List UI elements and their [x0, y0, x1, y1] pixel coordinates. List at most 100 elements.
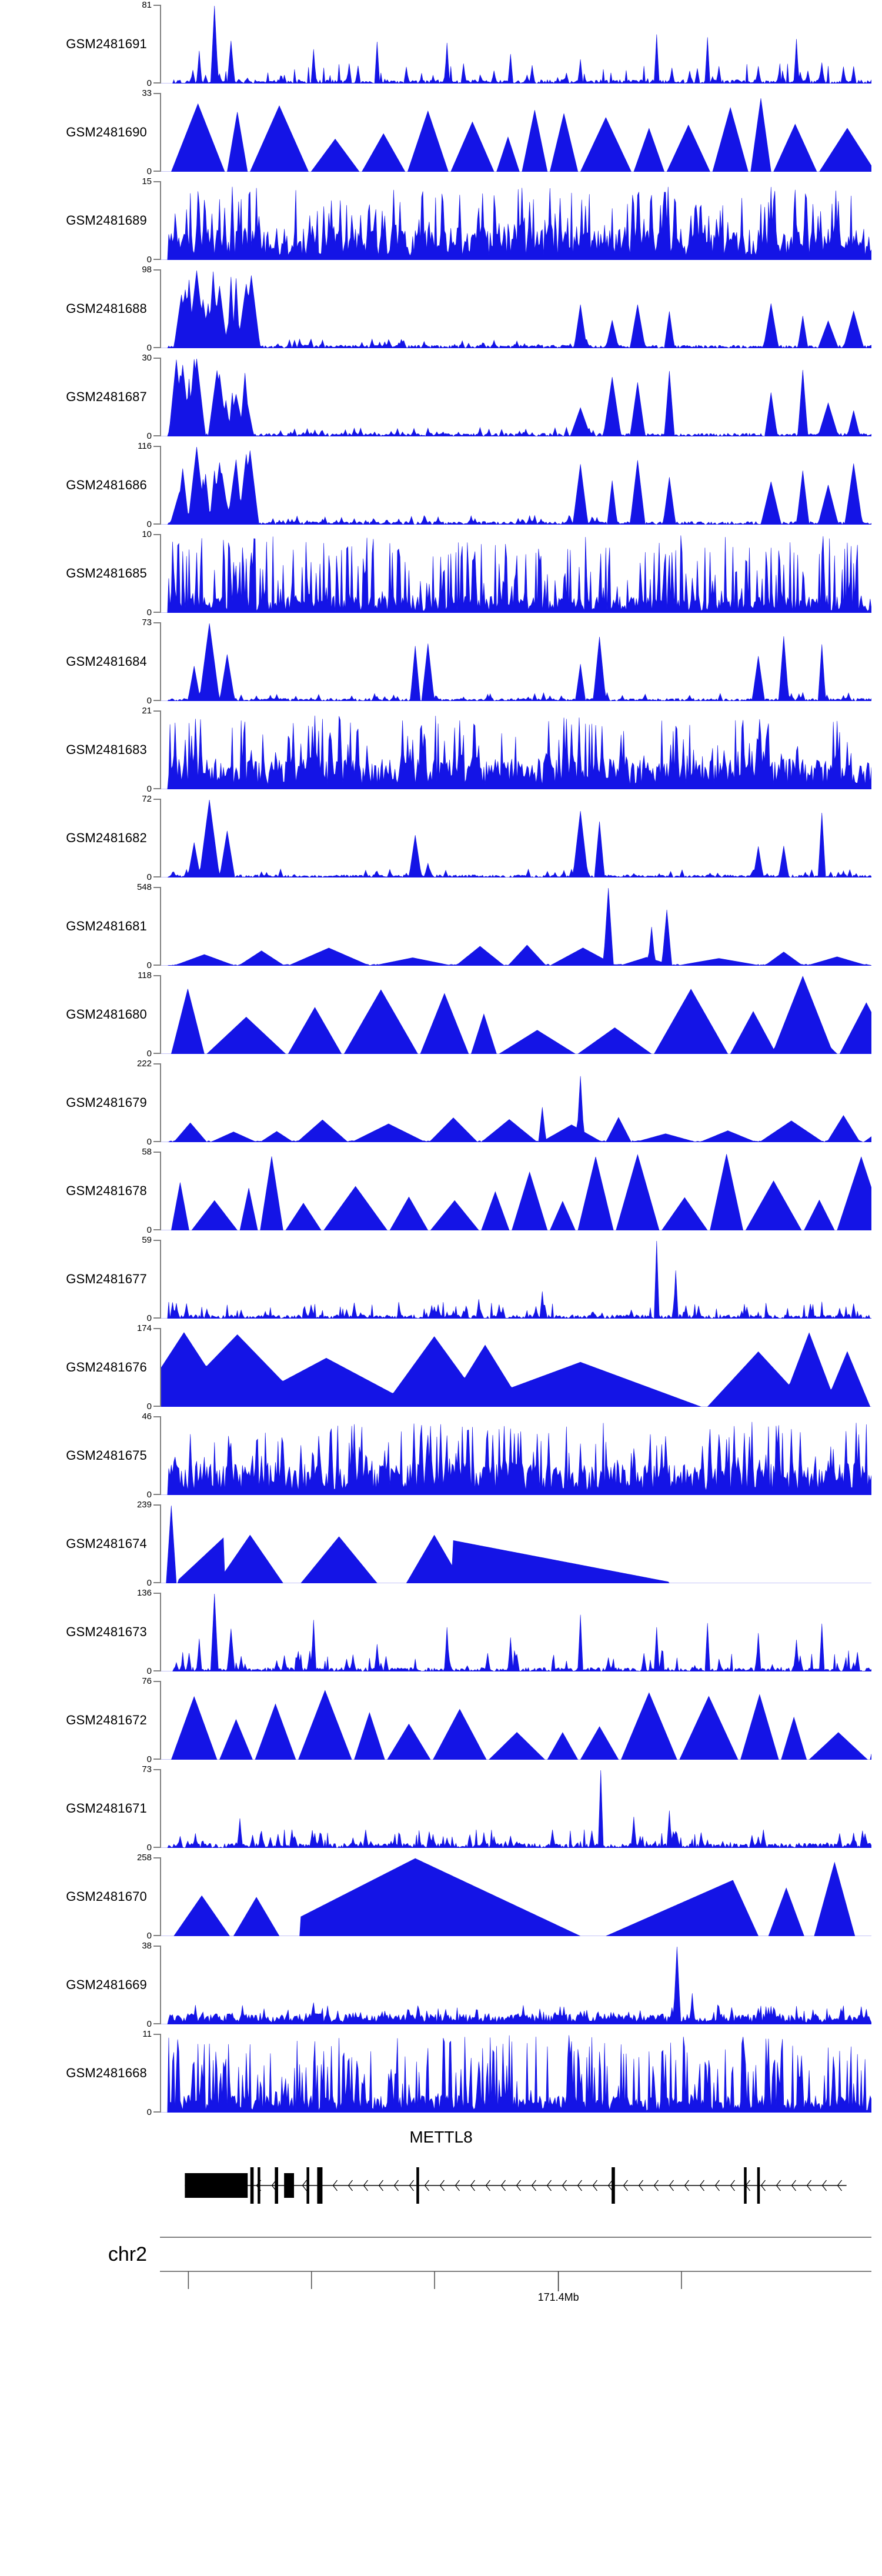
coverage-track[interactable]: GSM2481683 21 0: [0, 706, 882, 794]
coverage-track[interactable]: GSM2481677 59 0: [0, 1235, 882, 1323]
track-plot-area[interactable]: 15 0: [142, 177, 871, 264]
strand-arrow-icon: [577, 2180, 582, 2191]
coverage-area-chart: [161, 1593, 871, 1671]
track-plot-area[interactable]: 58 0: [142, 1147, 871, 1234]
y-axis-max-label: 11: [142, 2029, 152, 2039]
coverage-track[interactable]: GSM2481686 116 0: [0, 441, 882, 529]
track-plot-area[interactable]: 73 0: [142, 1765, 871, 1852]
coverage-area-chart: [161, 2035, 871, 2113]
track-plot-area[interactable]: 59 0: [142, 1236, 871, 1323]
y-axis-min-label: 0: [146, 166, 152, 176]
coverage-track[interactable]: GSM2481678 58 0: [0, 1147, 882, 1235]
gene-exon-box: [250, 2167, 254, 2204]
coverage-area-chart: [161, 799, 871, 877]
track-plot-area[interactable]: 30 0: [142, 353, 871, 441]
coverage-area-chart: [161, 98, 871, 172]
y-axis-line: [160, 1240, 161, 1319]
track-plot-area[interactable]: 81 0: [142, 1, 871, 88]
track-plot-area[interactable]: 222 0: [137, 1059, 871, 1146]
track-plot-area[interactable]: 136 0: [137, 1589, 871, 1676]
coverage-track[interactable]: GSM2481670 258 0: [0, 1853, 882, 1941]
y-axis-line: [160, 269, 161, 348]
coverage-track[interactable]: GSM2481669 38 0: [0, 1941, 882, 2029]
strand-arrow-icon: [821, 2180, 827, 2191]
y-axis-tick-max: [153, 181, 160, 182]
y-axis-min-label: 0: [146, 1313, 152, 1323]
track-plot-area[interactable]: 174 0: [137, 1324, 871, 1411]
coverage-track[interactable]: GSM2481676 174 0: [0, 1323, 882, 1412]
y-axis-line: [160, 1328, 161, 1407]
y-axis-min-label: 0: [146, 784, 152, 794]
track-plot-area[interactable]: 116 0: [138, 442, 871, 529]
coverage-track[interactable]: GSM2481682 72 0: [0, 794, 882, 882]
y-axis-max-label: 136: [136, 1588, 152, 1598]
track-plot-area[interactable]: 33 0: [142, 89, 871, 176]
track-plot-area[interactable]: 98 0: [142, 265, 871, 352]
gene-exon-box: [284, 2173, 295, 2198]
track-plot-area[interactable]: 118 0: [138, 971, 871, 1058]
strand-arrow-icon: [669, 2180, 674, 2191]
coverage-track[interactable]: GSM2481675 46 0: [0, 1412, 882, 1500]
y-axis-tick-max: [153, 1769, 160, 1770]
gene-name-label: METTL8: [409, 2128, 473, 2146]
coverage-track[interactable]: GSM2481681 548 0: [0, 882, 882, 970]
track-sample-label: GSM2481669: [66, 1977, 147, 1992]
y-axis-min-label: 0: [146, 1402, 152, 1412]
track-sample-label: GSM2481683: [66, 742, 147, 757]
coverage-track[interactable]: GSM2481674 239 0: [0, 1500, 882, 1588]
track-plot-area[interactable]: 239 0: [137, 1500, 871, 1587]
track-plot-area[interactable]: 258 0: [137, 1853, 871, 1940]
y-axis-tick-min: [153, 82, 160, 84]
coverage-track[interactable]: GSM2481687 30 0: [0, 353, 882, 441]
track-sample-label: GSM2481688: [66, 301, 147, 316]
y-axis-max-label: 58: [142, 1147, 152, 1157]
y-axis-line: [160, 1063, 161, 1142]
coverage-track[interactable]: GSM2481684 73 0: [0, 618, 882, 706]
coverage-track[interactable]: GSM2481673 136 0: [0, 1588, 882, 1676]
track-plot-area[interactable]: 21 0: [142, 706, 871, 793]
coverage-track[interactable]: GSM2481691 81 0: [0, 0, 882, 88]
coverage-track[interactable]: GSM2481690 33 0: [0, 88, 882, 176]
coverage-area-chart: [161, 1505, 871, 1583]
y-axis-max-label: 174: [136, 1323, 152, 1333]
track-plot-area[interactable]: 76 0: [142, 1677, 871, 1764]
coverage-track[interactable]: GSM2481688 98 0: [0, 265, 882, 353]
y-axis-min-label: 0: [146, 1578, 152, 1588]
y-axis-tick-max: [153, 975, 160, 976]
coverage-track[interactable]: GSM2481672 76 0: [0, 1676, 882, 1764]
y-axis-min-label: 0: [146, 1225, 152, 1235]
track-sample-label: GSM2481685: [66, 566, 147, 580]
strand-arrow-icon: [607, 2180, 613, 2191]
track-plot-area[interactable]: 10 0: [142, 530, 871, 617]
coverage-track[interactable]: GSM2481689 15 0: [0, 176, 882, 265]
y-axis-tick-max: [153, 269, 160, 271]
track-plot-area[interactable]: 73 0: [142, 618, 871, 705]
coverage-track[interactable]: GSM2481685 10 0: [0, 529, 882, 618]
y-axis-tick-max: [153, 358, 160, 359]
coverage-track[interactable]: GSM2481668 11 0: [0, 2029, 882, 2117]
track-sample-label: GSM2481684: [66, 654, 147, 669]
y-axis-line: [160, 1504, 161, 1583]
strand-arrow-icon: [470, 2180, 475, 2191]
y-axis-max-label: 222: [136, 1059, 152, 1069]
y-axis-tick-max: [153, 93, 160, 94]
gene-annotation-track: METTL8: [0, 2117, 882, 2235]
coverage-track[interactable]: GSM2481671 73 0: [0, 1764, 882, 1853]
y-axis-tick-max: [153, 2034, 160, 2035]
track-plot-area[interactable]: 11 0: [142, 2030, 871, 2117]
coverage-track[interactable]: GSM2481680 118 0: [0, 970, 882, 1059]
coverage-area-chart: [161, 1770, 871, 1848]
gene-exon-box: [744, 2167, 747, 2204]
track-plot-area[interactable]: 548 0: [137, 883, 871, 970]
track-sample-label: GSM2481672: [66, 1713, 147, 1727]
track-plot-area[interactable]: 38 0: [142, 1941, 871, 2028]
coverage-area-chart: [161, 623, 871, 701]
coverage-area-chart: [161, 358, 871, 436]
track-plot-area[interactable]: 72 0: [142, 795, 871, 882]
y-axis-tick-min: [153, 1494, 160, 1495]
y-axis-tick-min: [153, 259, 160, 260]
y-axis-max-label: 38: [142, 1941, 152, 1951]
y-axis-tick-min: [153, 2023, 160, 2024]
coverage-track[interactable]: GSM2481679 222 0: [0, 1059, 882, 1147]
track-plot-area[interactable]: 46 0: [142, 1412, 871, 1499]
